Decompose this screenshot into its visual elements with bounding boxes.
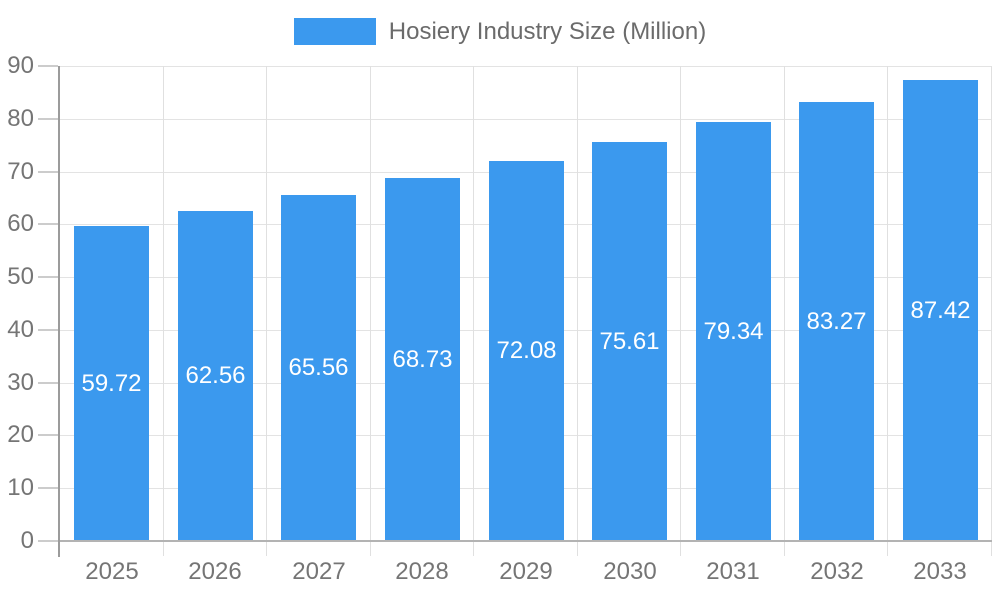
- y-axis-tick: [38, 329, 58, 331]
- bar-value-label: 62.56: [185, 362, 246, 389]
- bar[interactable]: 83.27: [799, 102, 874, 541]
- plot-area: 59.72 62.56 65.56 68.73 72.08 75.61 79.34 83.27…: [60, 66, 992, 556]
- bar-value-label: 75.61: [599, 327, 660, 355]
- gridline-vertical: [887, 66, 888, 556]
- gridline-vertical: [473, 66, 474, 556]
- y-axis-label: 20: [7, 421, 34, 448]
- bar-value-label: 68.73: [392, 345, 453, 373]
- y-axis-tick: [38, 65, 58, 67]
- y-axis-label: 0: [20, 527, 34, 554]
- gridline-vertical: [370, 66, 371, 556]
- y-axis-tick: [38, 276, 58, 278]
- gridline-vertical: [680, 66, 681, 556]
- y-axis-tick: [38, 118, 58, 120]
- legend-swatch: [293, 18, 376, 45]
- legend-label: Hosiery Industry Size (Million): [388, 18, 707, 45]
- gridline-vertical: [991, 66, 992, 556]
- y-axis-label: 90: [7, 52, 34, 79]
- y-axis-tick: [38, 171, 58, 173]
- legend-item[interactable]: Hosiery Industry Size (Million): [293, 18, 707, 45]
- x-axis-label: 2028: [395, 558, 449, 585]
- x-axis-label: 2027: [292, 558, 346, 585]
- y-axis-tick: [38, 434, 58, 436]
- x-axis-label: 2029: [499, 558, 553, 585]
- bar[interactable]: 87.42: [903, 80, 978, 541]
- y-axis-label: 70: [7, 158, 34, 185]
- y-axis-label: 40: [7, 316, 34, 343]
- bar[interactable]: 62.56: [178, 211, 253, 541]
- bar-value-label: 72.08: [496, 337, 557, 364]
- bar[interactable]: 79.34: [696, 122, 771, 541]
- bar[interactable]: 72.08: [489, 161, 564, 541]
- bar[interactable]: 68.73: [385, 178, 460, 541]
- bar-value-label: 65.56: [288, 354, 349, 381]
- y-axis-line: [58, 66, 60, 557]
- bar-value-label: 83.27: [806, 307, 867, 335]
- gridline-vertical: [577, 66, 578, 556]
- y-axis-tick: [38, 382, 58, 384]
- y-axis-tick: [38, 487, 58, 489]
- y-axis-tick: [38, 540, 58, 542]
- bar-value-label: 79.34: [703, 317, 764, 345]
- gridline-vertical: [266, 66, 267, 556]
- bar-value-label: 59.72: [81, 369, 142, 397]
- bar[interactable]: 65.56: [281, 195, 356, 541]
- gridline-horizontal: [60, 66, 992, 67]
- y-axis-label: 30: [7, 369, 34, 396]
- gridline-horizontal: [60, 119, 992, 120]
- y-axis-label: 80: [7, 105, 34, 132]
- chart-legend: Hosiery Industry Size (Million): [0, 18, 1000, 45]
- x-axis-label: 2025: [85, 558, 139, 585]
- y-axis-label: 50: [7, 263, 34, 290]
- gridline-vertical: [784, 66, 785, 556]
- gridline-vertical: [163, 66, 164, 556]
- y-axis-label: 60: [7, 210, 34, 237]
- x-axis-label: 2032: [810, 558, 864, 585]
- y-axis-label: 10: [7, 474, 34, 501]
- bar[interactable]: 75.61: [592, 142, 667, 541]
- x-axis-label: 2033: [913, 558, 967, 585]
- x-axis-label: 2031: [706, 558, 760, 585]
- x-axis-label: 2026: [188, 558, 242, 585]
- bar-value-label: 87.42: [910, 296, 971, 324]
- x-axis-label: 2030: [603, 558, 657, 585]
- bar[interactable]: 59.72: [74, 226, 149, 541]
- y-axis-tick: [38, 223, 58, 225]
- x-axis-baseline: [60, 540, 992, 542]
